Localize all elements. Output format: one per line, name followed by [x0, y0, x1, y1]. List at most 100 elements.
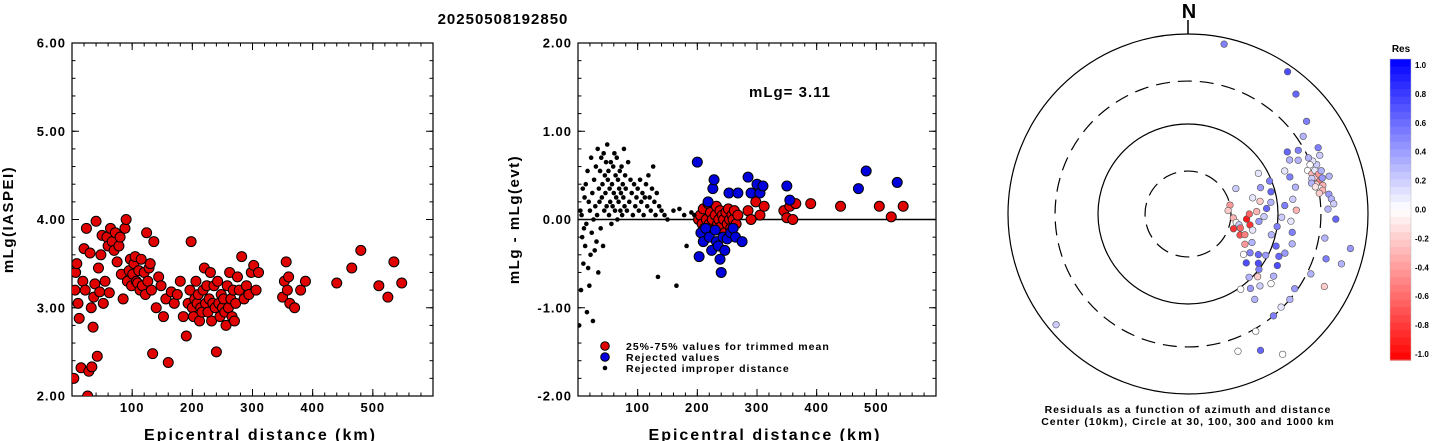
mid-data-point	[603, 159, 609, 165]
mid-data-point	[586, 199, 592, 205]
left-data-point	[84, 247, 96, 259]
polar-data-point	[1237, 285, 1245, 293]
polar-ring-300km	[1054, 80, 1322, 348]
colorbar-swatch	[1390, 126, 1411, 135]
left-data-point	[72, 297, 84, 309]
colorbar-swatch	[1390, 89, 1411, 98]
polar-data-point	[1277, 303, 1285, 311]
polar-data-point	[1256, 346, 1265, 354]
colorbar-tick-label: -0.8	[1415, 321, 1429, 330]
polar-data-point	[1346, 244, 1355, 253]
mid-data-point	[614, 155, 620, 161]
mid-data-point	[656, 203, 662, 209]
mid-data-point	[781, 180, 793, 192]
colorbar-swatch	[1390, 269, 1411, 278]
mid-data-point	[579, 234, 585, 240]
colorbar-tick-label: 0.8	[1415, 90, 1427, 99]
mid-data-point	[644, 203, 650, 209]
mid-data-point	[583, 181, 589, 187]
polar-data-point	[1242, 259, 1250, 267]
mid-data-point	[600, 181, 605, 187]
mid-data-point	[607, 199, 613, 205]
left-data-point	[250, 284, 262, 296]
mid-data-point	[681, 212, 687, 218]
polar-data-point	[1317, 167, 1325, 175]
mid-data-point	[742, 171, 754, 183]
polar-data-point	[1232, 184, 1240, 193]
mid-data-point	[598, 226, 603, 231]
left-data-point	[103, 287, 115, 299]
mid-data-point	[745, 214, 757, 225]
polar-data-point	[1256, 184, 1265, 192]
polar-data-point	[1283, 148, 1291, 156]
polar-caption-line-1: Residuals as a function of azimuth and d…	[1045, 404, 1332, 416]
colorbar-swatch	[1390, 314, 1411, 323]
left-y-tick-label: 3.00	[37, 300, 66, 315]
left-y-tick-label: 4.00	[37, 212, 66, 227]
mid-data-point	[754, 209, 766, 221]
polar-data-point	[1324, 205, 1332, 213]
left-data-point	[92, 262, 104, 274]
left-data-point	[87, 321, 99, 333]
mid-y-tick-label: -2.00	[537, 389, 572, 404]
colorbar-tick-label: 0.6	[1415, 119, 1427, 128]
polar-data-point	[1236, 224, 1244, 232]
mid-legend-marker	[600, 341, 610, 351]
polar-data-point	[1288, 228, 1296, 236]
left-x-tick-label: 400	[300, 400, 325, 415]
mid-data-point	[585, 265, 591, 271]
mid-data-point	[589, 230, 595, 236]
mid-data-point	[732, 187, 744, 199]
colorbar-swatch	[1390, 352, 1411, 361]
mid-data-point	[627, 199, 632, 205]
polar-data-point	[1251, 295, 1259, 303]
left-data-point	[111, 256, 123, 268]
mid-data-point	[638, 199, 644, 205]
colorbar-tick-label: -1.0	[1415, 350, 1429, 359]
polar-points	[1052, 40, 1355, 358]
mid-data-point	[613, 173, 618, 178]
left-x-tick-label: 500	[360, 400, 385, 415]
mid-data-point	[590, 190, 595, 196]
left-data-point	[90, 215, 102, 227]
polar-data-point	[1245, 210, 1253, 218]
polar-data-point	[1256, 197, 1264, 205]
polar-data-point	[1299, 132, 1307, 140]
mid-data-point	[629, 190, 634, 196]
polar-data-point	[1239, 250, 1248, 258]
colorbar-swatch	[1390, 247, 1411, 256]
mid-data-point	[601, 151, 606, 156]
polar-data-point	[1241, 231, 1249, 239]
mid-data-point	[579, 212, 584, 218]
polar-data-point	[1286, 156, 1294, 164]
chart-polar-azimuth-residuals: N Residuals as a function of azimuth and…	[1007, 1, 1369, 428]
mid-data-point	[601, 208, 607, 213]
mid-data-point	[582, 195, 587, 200]
left-data-point	[114, 231, 126, 243]
polar-data-point	[1294, 146, 1302, 154]
colorbar-tick-label: -0.4	[1415, 263, 1429, 272]
colorbar-swatch	[1390, 322, 1411, 331]
mid-data-point	[736, 236, 748, 248]
mid-data-point	[610, 203, 615, 209]
mid-data-point	[588, 252, 593, 258]
left-data-point	[396, 277, 408, 289]
mid-data-point	[640, 190, 645, 196]
polar-data-point	[1304, 154, 1313, 162]
polar-data-point	[1254, 273, 1262, 281]
left-y-tick-label: 6.00	[37, 36, 66, 51]
mid-data-point	[597, 168, 603, 174]
mid-data-point	[615, 217, 620, 222]
polar-data-point	[1256, 282, 1264, 290]
polar-data-point	[1254, 251, 1262, 259]
chart-middle-residual-vs-distance: mLg= 3.11 100 200 300 400 500 -2.00 -1.00 0.00 1…	[506, 36, 937, 441]
left-data-point	[185, 236, 197, 248]
polar-data-point	[1288, 240, 1296, 248]
mid-data-point	[684, 243, 689, 249]
colorbar-swatch	[1390, 239, 1411, 248]
mid-data-point	[719, 244, 731, 256]
mid-data-point	[604, 142, 610, 147]
mid-data-point	[619, 212, 625, 218]
mid-data-point	[692, 212, 697, 218]
polar-caption-line-2: Center (10km), Circle at 30, 100, 300 an…	[1041, 416, 1335, 428]
